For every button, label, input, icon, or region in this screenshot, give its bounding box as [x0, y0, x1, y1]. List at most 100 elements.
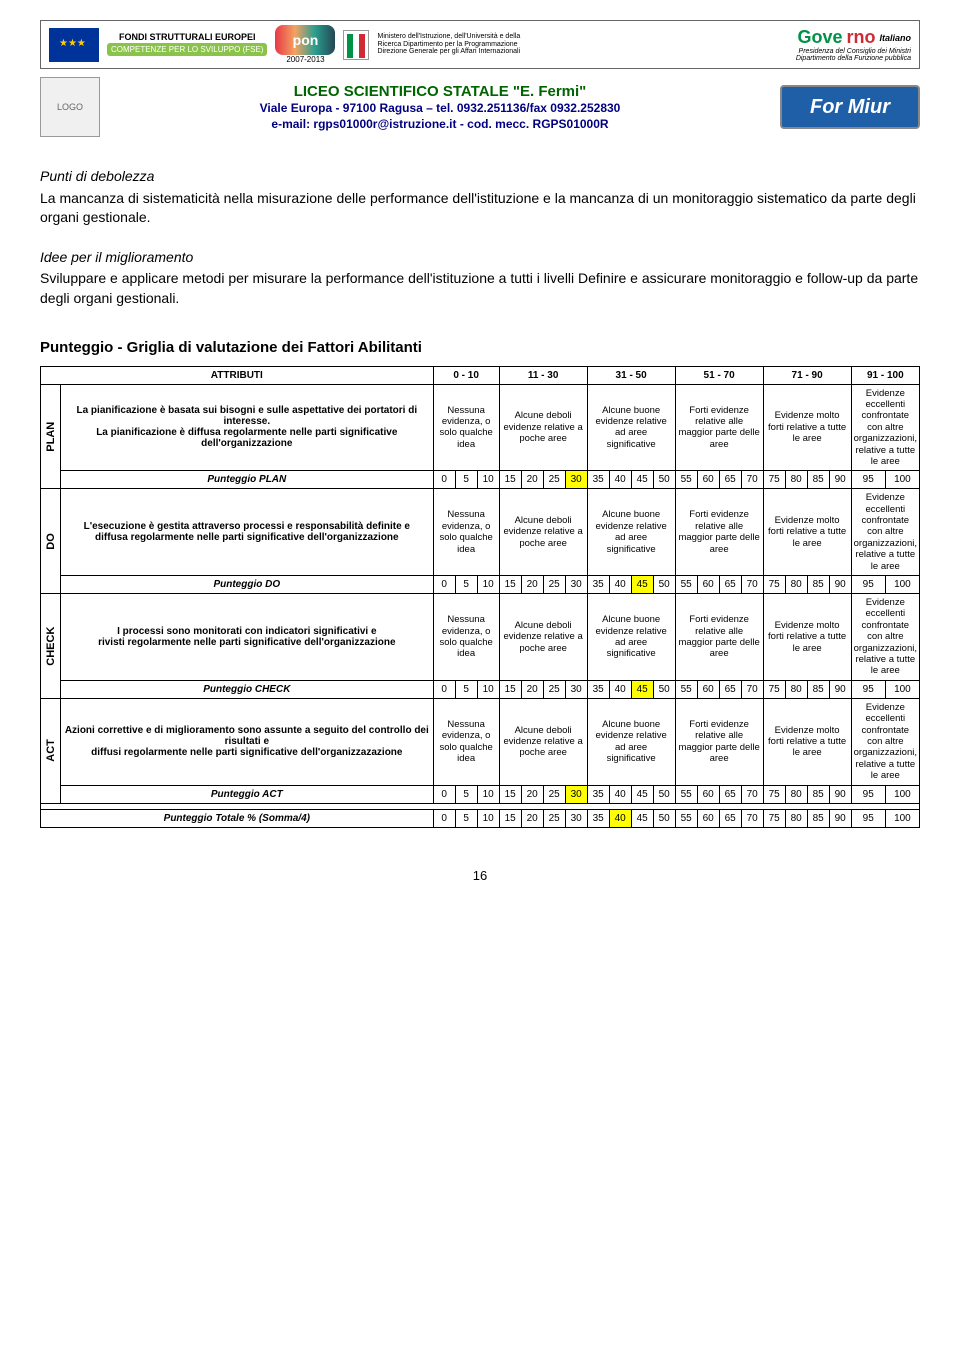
score-do-70: 70	[741, 576, 763, 594]
school-header: LOGO LICEO SCIENTIFICO STATALE "E. Fermi…	[40, 77, 920, 137]
th-range-1: 11 - 30	[499, 366, 587, 384]
totale-80: 80	[785, 809, 807, 827]
totale-65: 65	[719, 809, 741, 827]
score-do-0: 0	[433, 576, 455, 594]
score-act-90: 90	[829, 785, 851, 803]
totale-60: 60	[697, 809, 719, 827]
score-do-5: 5	[455, 576, 477, 594]
score-plan-95: 95	[851, 471, 885, 489]
th-range-0: 0 - 10	[433, 366, 499, 384]
score-do-65: 65	[719, 576, 741, 594]
score-plan-35: 35	[587, 471, 609, 489]
th-range-4: 71 - 90	[763, 366, 851, 384]
gov-italiano: Italiano	[879, 33, 911, 43]
score-label-do: Punteggio DO	[61, 576, 434, 594]
attr-do: L'esecuzione è gestita attraverso proces…	[61, 489, 434, 576]
score-check-40: 40	[609, 680, 631, 698]
score-check-85: 85	[807, 680, 829, 698]
gov-sub1: Presidenza del Consiglio dei Ministri	[796, 48, 911, 55]
totale-40: 40	[609, 809, 631, 827]
totale-25: 25	[543, 809, 565, 827]
desc-act-1: Alcune deboli evidenze relative a poche …	[499, 698, 587, 785]
desc-check-4: Evidenze molto forti relative a tutte le…	[763, 594, 851, 681]
score-act-30: 30	[565, 785, 587, 803]
score-check-70: 70	[741, 680, 763, 698]
score-act-25: 25	[543, 785, 565, 803]
desc-act-4: Evidenze molto forti relative a tutte le…	[763, 698, 851, 785]
score-check-0: 0	[433, 680, 455, 698]
desc-act-3: Forti evidenze relative alle maggior par…	[675, 698, 763, 785]
score-label-check: Punteggio CHECK	[61, 680, 434, 698]
score-row-plan: Punteggio PLAN05101520253035404550556065…	[41, 471, 920, 489]
score-act-75: 75	[763, 785, 785, 803]
score-check-95: 95	[851, 680, 885, 698]
totale-90: 90	[829, 809, 851, 827]
score-plan-70: 70	[741, 471, 763, 489]
score-check-90: 90	[829, 680, 851, 698]
score-check-30: 30	[565, 680, 587, 698]
desc-plan-5: Evidenze eccellenti confrontate con altr…	[851, 384, 919, 471]
totale-70: 70	[741, 809, 763, 827]
desc-check-5: Evidenze eccellenti confrontate con altr…	[851, 594, 919, 681]
fondi-box: FONDI STRUTTURALI EUROPEI COMPETENZE PER…	[107, 33, 267, 56]
desc-plan-4: Evidenze molto forti relative a tutte le…	[763, 384, 851, 471]
score-act-5: 5	[455, 785, 477, 803]
score-plan-45: 45	[631, 471, 653, 489]
school-title: LICEO SCIENTIFICO STATALE "E. Fermi"	[110, 82, 770, 102]
score-row-act: Punteggio ACT051015202530354045505560657…	[41, 785, 920, 803]
score-row-check: Punteggio CHECK0510152025303540455055606…	[41, 680, 920, 698]
italy-emblem-icon	[343, 30, 369, 60]
gov-sub2: Dipartimento della Funzione pubblica	[796, 55, 911, 62]
desc-do-2: Alcune buone evidenze relative ad aree s…	[587, 489, 675, 576]
score-plan-50: 50	[653, 471, 675, 489]
score-check-10: 10	[477, 680, 499, 698]
score-plan-85: 85	[807, 471, 829, 489]
attr-act: Azioni correttive e di miglioramento son…	[61, 698, 434, 785]
score-act-65: 65	[719, 785, 741, 803]
gov-g-green: Gove	[797, 27, 842, 48]
desc-do-5: Evidenze eccellenti confrontate con altr…	[851, 489, 919, 576]
punti-title: Punti di debolezza	[40, 167, 920, 187]
gov-box: Governo Italiano Presidenza del Consigli…	[796, 27, 911, 62]
score-plan-10: 10	[477, 471, 499, 489]
th-range-2: 31 - 50	[587, 366, 675, 384]
score-check-50: 50	[653, 680, 675, 698]
score-plan-65: 65	[719, 471, 741, 489]
score-plan-90: 90	[829, 471, 851, 489]
header-row: ATTRIBUTI 0 - 10 11 - 30 31 - 50 51 - 70…	[41, 366, 920, 384]
desc-act-5: Evidenze eccellenti confrontate con altr…	[851, 698, 919, 785]
totale-5: 5	[455, 809, 477, 827]
score-label-act: Punteggio ACT	[61, 785, 434, 803]
competenze-badge: COMPETENZE PER LO SVILUPPO (FSE)	[107, 43, 267, 56]
totale-85: 85	[807, 809, 829, 827]
desc-do-4: Evidenze molto forti relative a tutte le…	[763, 489, 851, 576]
th-range-3: 51 - 70	[675, 366, 763, 384]
pon-years: 2007-2013	[275, 55, 335, 64]
score-do-10: 10	[477, 576, 499, 594]
score-do-90: 90	[829, 576, 851, 594]
score-act-100: 100	[885, 785, 919, 803]
desc-act-2: Alcune buone evidenze relative ad aree s…	[587, 698, 675, 785]
desc-plan-3: Forti evidenze relative alle maggior par…	[675, 384, 763, 471]
score-plan-20: 20	[521, 471, 543, 489]
score-act-60: 60	[697, 785, 719, 803]
score-check-20: 20	[521, 680, 543, 698]
fondi-text: FONDI STRUTTURALI EUROPEI	[107, 33, 267, 43]
desc-plan-1: Alcune deboli evidenze relative a poche …	[499, 384, 587, 471]
eu-flag-icon	[49, 28, 99, 62]
totale-95: 95	[851, 809, 885, 827]
totale-label: Punteggio Totale % (Somma/4)	[41, 809, 434, 827]
score-plan-55: 55	[675, 471, 697, 489]
school-text: LICEO SCIENTIFICO STATALE "E. Fermi" Via…	[110, 82, 770, 133]
score-check-100: 100	[885, 680, 919, 698]
score-label-plan: Punteggio PLAN	[61, 471, 434, 489]
idee-section: Idee per il miglioramento Sviluppare e a…	[40, 248, 920, 309]
score-act-55: 55	[675, 785, 697, 803]
score-do-80: 80	[785, 576, 807, 594]
punti-body: La mancanza di sistematicità nella misur…	[40, 189, 920, 228]
score-check-35: 35	[587, 680, 609, 698]
idee-body: Sviluppare e applicare metodi per misura…	[40, 269, 920, 308]
totale-0: 0	[433, 809, 455, 827]
th-attributi: ATTRIBUTI	[41, 366, 434, 384]
desc-row-check: CHECKI processi sono monitorati con indi…	[41, 594, 920, 681]
